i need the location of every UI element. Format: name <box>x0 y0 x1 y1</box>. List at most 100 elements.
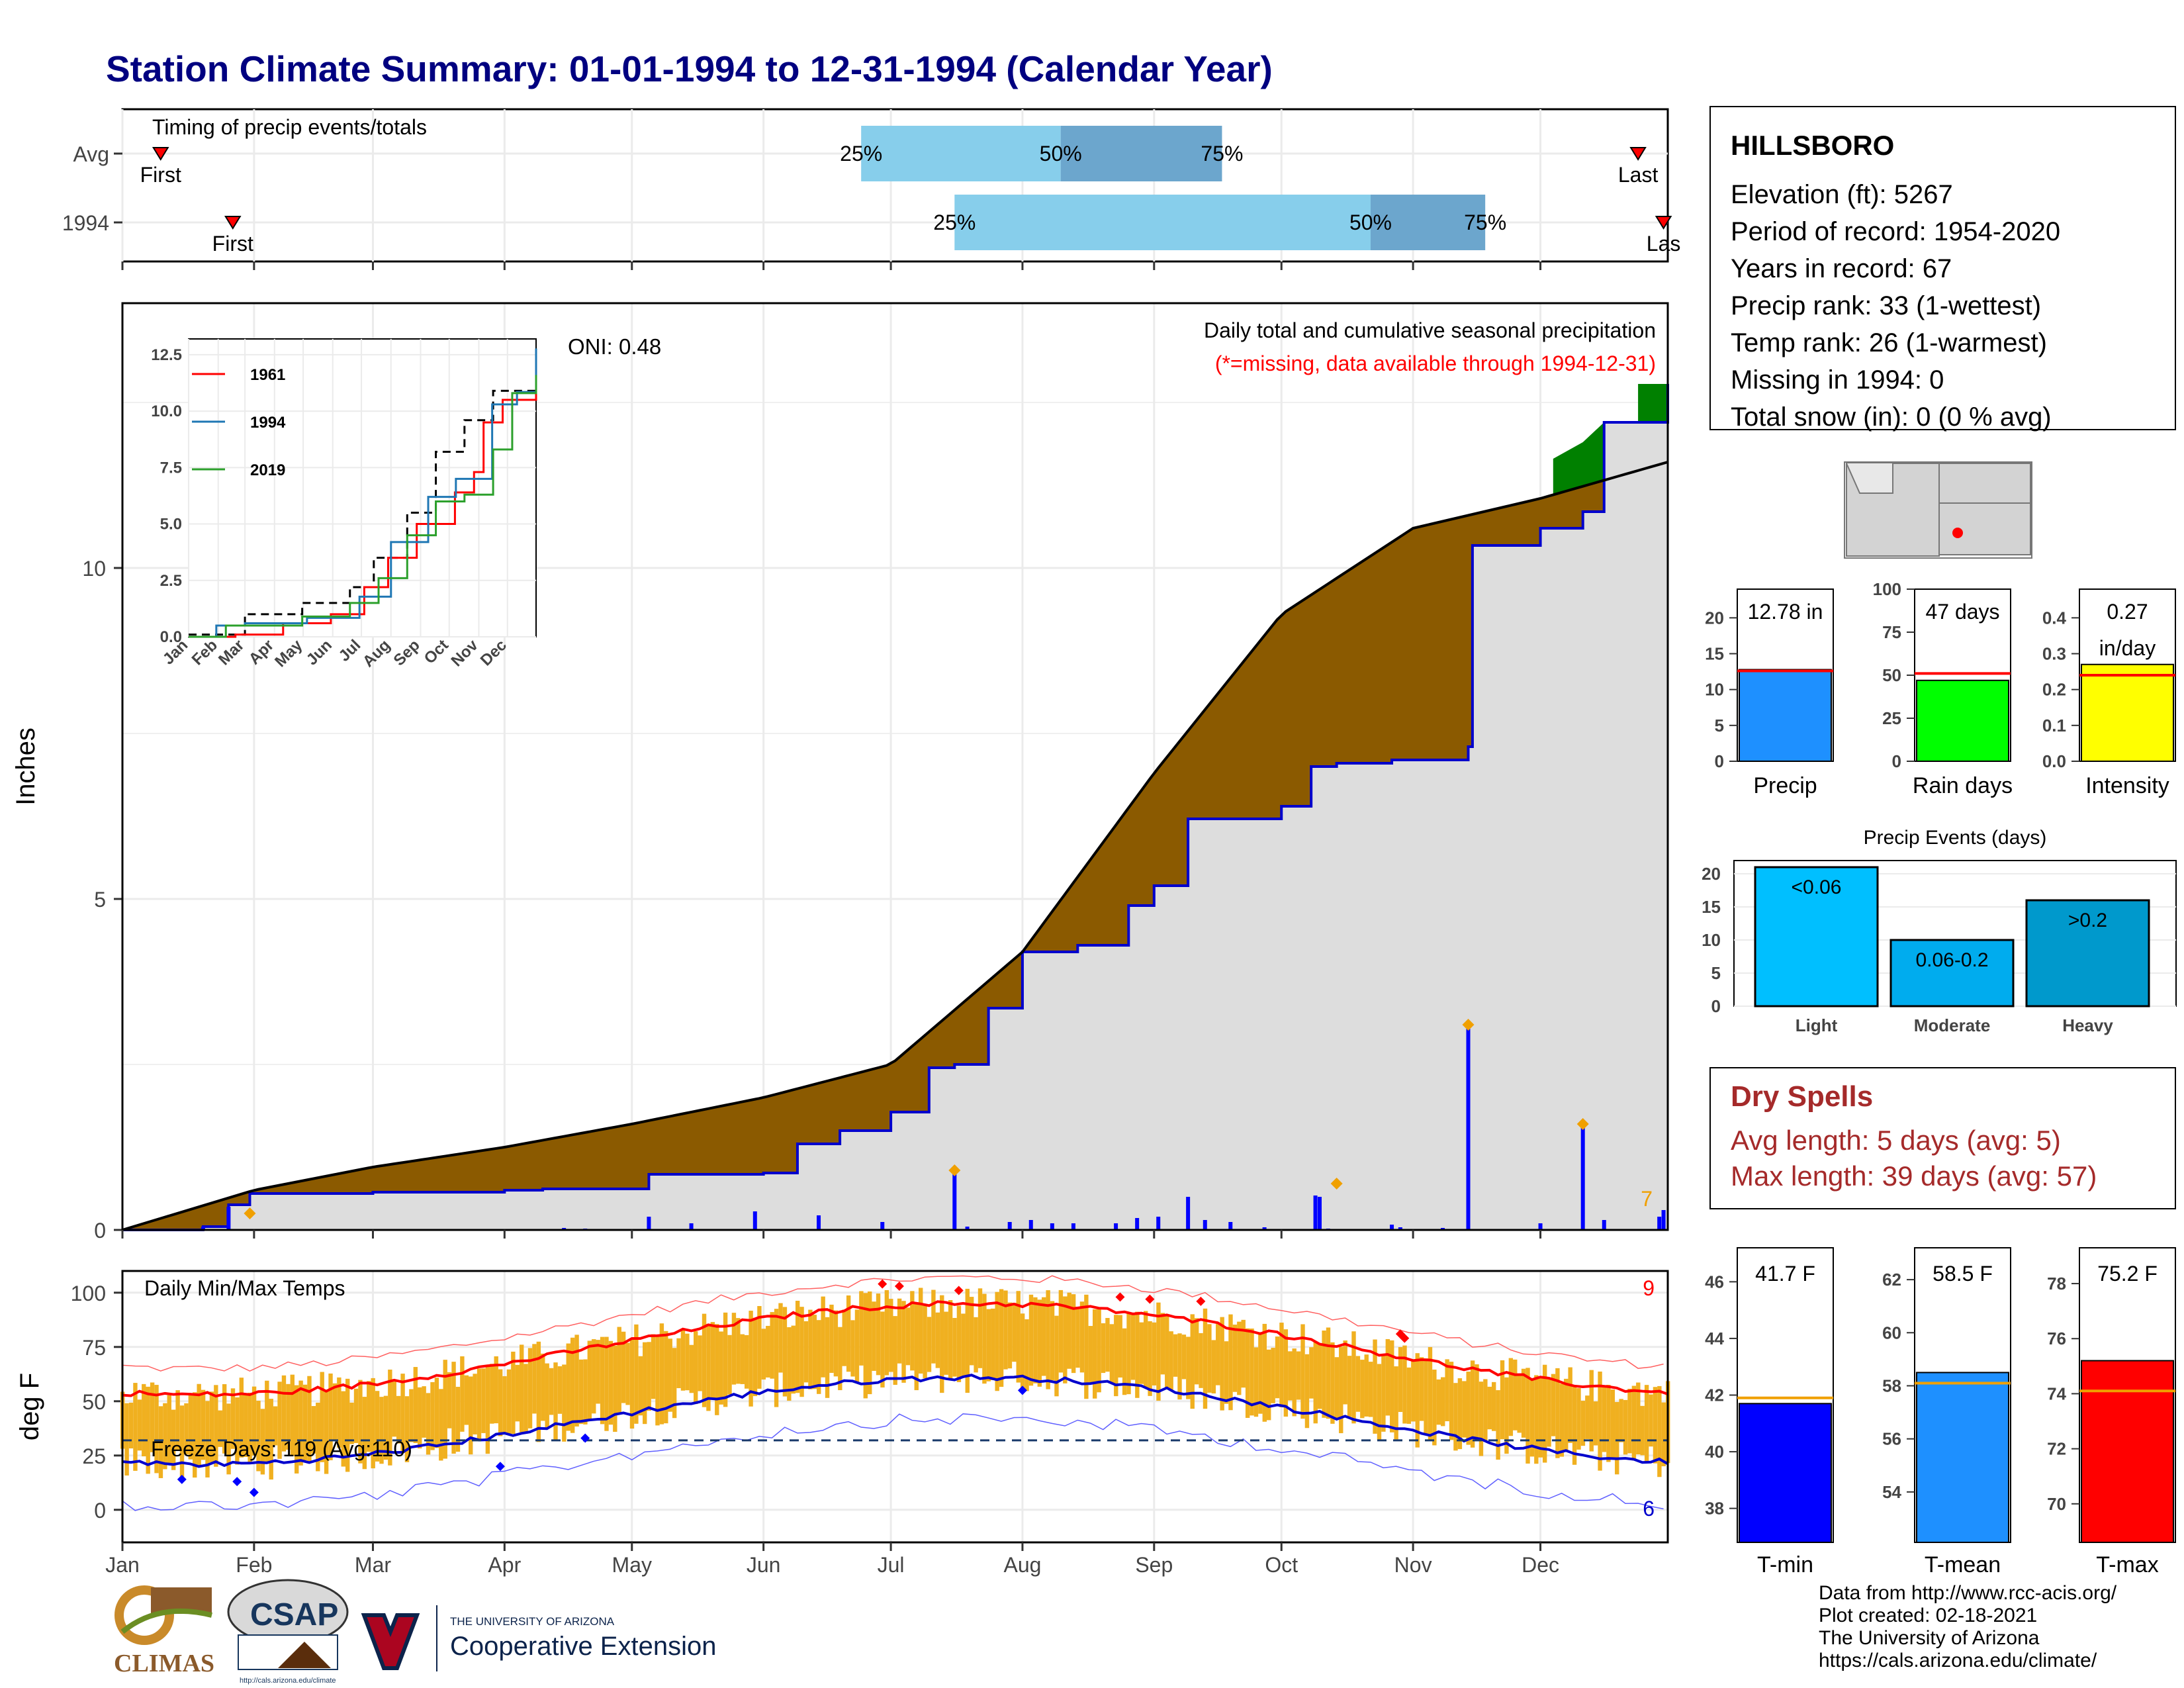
daily-temp-bar <box>362 1397 367 1470</box>
daily-temp-bar <box>999 1289 1004 1387</box>
temp-y-tick: 75 <box>82 1336 106 1360</box>
daily-temp-bar <box>702 1313 707 1407</box>
daily-temp-bar <box>1309 1347 1314 1399</box>
daily-temp-bar <box>341 1391 345 1467</box>
daily-temp-bar <box>460 1356 465 1432</box>
temp-bar <box>1739 1403 1832 1543</box>
daily-temp-bar <box>566 1343 570 1431</box>
daily-temp-bar <box>430 1382 435 1450</box>
events-y-tick: 5 <box>1711 963 1721 983</box>
precip-y-tick: 5 <box>94 888 106 912</box>
record-low-marker <box>177 1474 187 1484</box>
precip-y-label: Inches <box>11 727 40 806</box>
page-title: Station Climate Summary: 01-01-1994 to 1… <box>106 48 1273 89</box>
temp-bar-y-tick: 76 <box>2047 1329 2066 1348</box>
daily-temp-bar <box>1165 1315 1169 1388</box>
daily-temp-bar <box>1559 1383 1565 1457</box>
daily-temp-bar <box>1411 1360 1416 1422</box>
freeze-days: Freeze Days: 119 (Avg:110) <box>151 1437 412 1461</box>
daily-temp-bar <box>175 1390 180 1450</box>
daily-temp-bar <box>1216 1324 1220 1385</box>
ua-bottom-text: Cooperative Extension <box>450 1632 716 1661</box>
daily-temp-bar <box>659 1323 664 1425</box>
daily-temp-bar <box>978 1288 983 1368</box>
daily-temp-bar <box>625 1342 630 1405</box>
daily-temp-bar <box>1368 1362 1373 1417</box>
daily-temp-bar <box>583 1359 588 1425</box>
daily-temp-bar <box>931 1289 936 1364</box>
daily-temp-bar <box>1428 1346 1433 1440</box>
daily-precip-bar <box>1262 1227 1267 1230</box>
daily-temp-bar <box>1101 1323 1106 1374</box>
daily-temp-bar <box>311 1406 316 1454</box>
daily-temp-bar <box>1037 1299 1042 1387</box>
daily-temp-bar <box>464 1375 469 1425</box>
daily-temp-bar <box>740 1334 745 1384</box>
timing-first-label: First <box>140 163 181 187</box>
daily-temp-bar <box>201 1389 206 1460</box>
precip-y-tick: 10 <box>82 557 106 581</box>
daily-precip-bar <box>752 1211 757 1230</box>
daily-temp-bar <box>1109 1324 1115 1383</box>
daily-temp-bar <box>277 1382 282 1459</box>
daily-temp-bar <box>680 1329 686 1391</box>
inset-legend-label: 1961 <box>250 366 285 384</box>
daily-precip-bar <box>1203 1220 1207 1230</box>
daily-temp-bar <box>918 1288 923 1374</box>
credit-data-source: Data from http://www.rcc-acis.org/ <box>1819 1582 2117 1604</box>
daily-temp-bar <box>821 1296 825 1378</box>
daily-temp-bar <box>1355 1356 1361 1412</box>
daily-temp-bar <box>664 1331 668 1424</box>
daily-temp-bar <box>1313 1342 1318 1424</box>
month-label: Feb <box>236 1553 272 1577</box>
daily-temp-bar <box>214 1385 218 1467</box>
daily-temp-bar <box>498 1369 503 1436</box>
month-label: Nov <box>1394 1553 1432 1577</box>
daily-temp-bar <box>1105 1318 1110 1372</box>
record-min-line <box>122 1413 1664 1511</box>
temp-bar-label: T-min <box>1757 1552 1813 1577</box>
daily-temp-bar <box>1500 1360 1505 1440</box>
daily-temp-bar <box>320 1372 324 1462</box>
daily-temp-bar <box>859 1291 864 1366</box>
daily-temp-bar <box>889 1299 893 1372</box>
daily-temp-bar <box>698 1335 702 1391</box>
csap-url: http://cals.arizona.edu/climate <box>240 1677 336 1685</box>
inset-y-tick: 2.5 <box>160 572 182 590</box>
station-snow: Total snow (in): 0 (0 % avg) <box>1731 402 2052 432</box>
precip-y-tick: 0 <box>94 1219 106 1243</box>
daily-temp-bar <box>923 1305 927 1379</box>
daily-temp-bar <box>383 1395 388 1460</box>
daily-temp-bar <box>578 1359 584 1425</box>
daily-temp-bar <box>1496 1390 1500 1460</box>
daily-temp-bar <box>596 1340 600 1404</box>
daily-temp-bar <box>1504 1377 1509 1454</box>
dry-spells-title: Dry Spells <box>1731 1080 1874 1113</box>
daily-temp-bar <box>205 1401 210 1477</box>
daily-temp-bar <box>1479 1382 1484 1456</box>
daily-precip-bar <box>880 1222 885 1230</box>
daily-temp-bar <box>302 1384 308 1461</box>
temp-bar-y-tick: 70 <box>2047 1494 2066 1514</box>
month-label: Jul <box>878 1553 905 1577</box>
daily-temp-bar <box>392 1382 396 1437</box>
mini-bar-y-tick: 20 <box>1705 608 1724 628</box>
daily-temp-bar <box>850 1320 855 1377</box>
timing-q25-q50-bar <box>861 126 1061 181</box>
precip-content: 0 5 10 <box>82 384 1669 1243</box>
daily-temp-bar <box>1139 1322 1144 1384</box>
daily-temp-bar <box>197 1383 201 1467</box>
daily-temp-bar <box>940 1295 944 1393</box>
daily-temp-bar <box>676 1338 681 1389</box>
daily-precip-bar <box>1071 1223 1075 1230</box>
ua-top-text: THE UNIVERSITY OF ARIZONA <box>450 1615 615 1628</box>
daily-temp-bar <box>133 1383 138 1471</box>
daily-temp-bar <box>549 1368 554 1415</box>
daily-temp-bar <box>1245 1328 1250 1418</box>
temp-panel-label: Daily Min/Max Temps <box>144 1276 345 1300</box>
daily-temp-bar <box>901 1301 906 1383</box>
timing-q25-q50-bar <box>954 195 1371 250</box>
timing-p25-label: 25% <box>840 142 882 165</box>
daily-temp-bar <box>1661 1402 1666 1467</box>
daily-temp-bar <box>167 1395 171 1464</box>
